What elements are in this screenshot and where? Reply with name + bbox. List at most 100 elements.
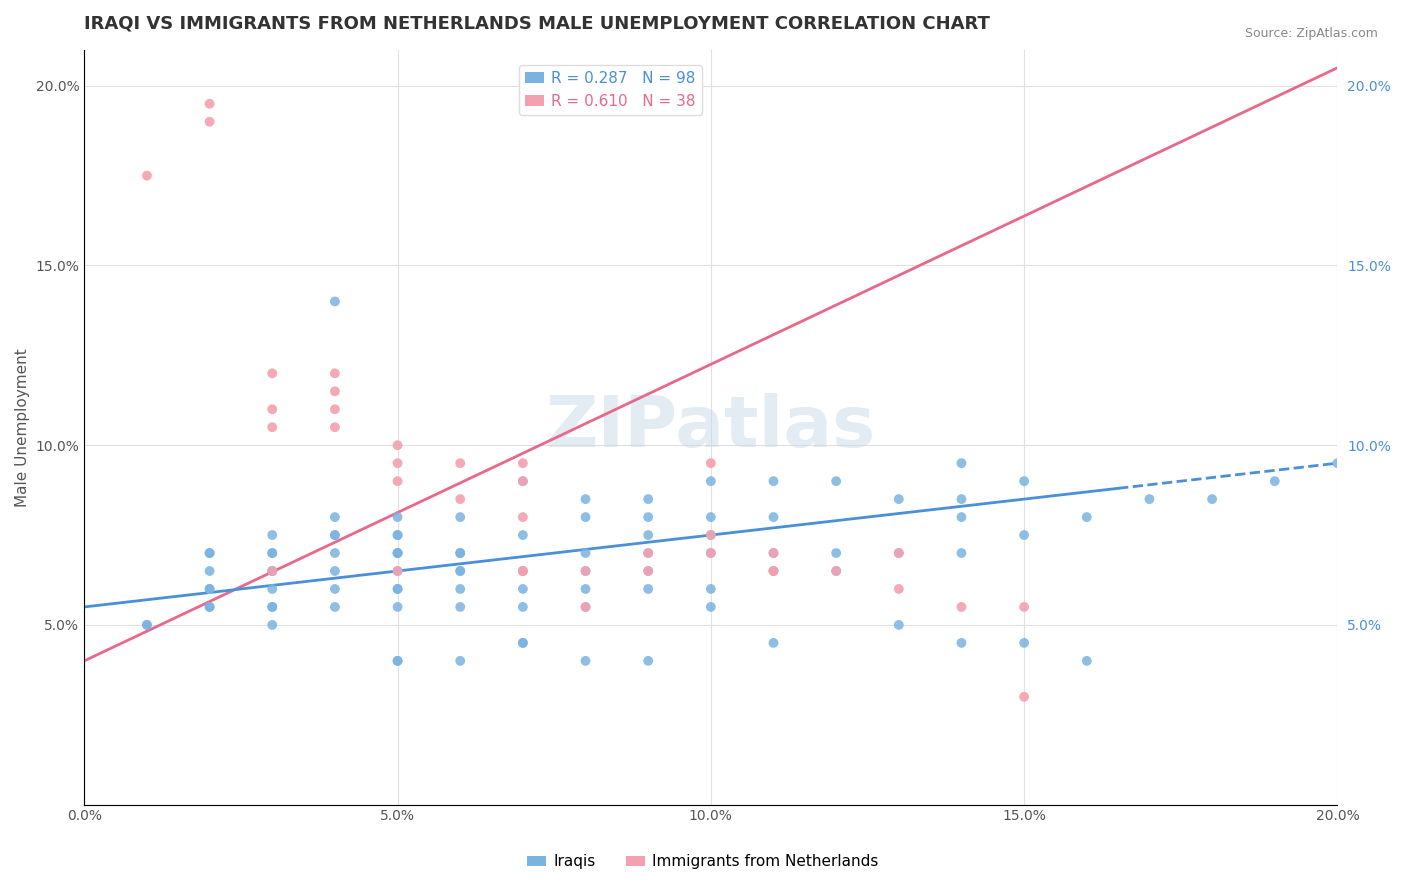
Point — [574, 599, 596, 614]
Point — [198, 599, 221, 614]
Point — [574, 492, 596, 507]
Legend: R = 0.287   N = 98, R = 0.610   N = 38: R = 0.287 N = 98, R = 0.610 N = 38 — [519, 65, 702, 115]
Point — [637, 492, 659, 507]
Point — [262, 528, 284, 542]
Point — [323, 510, 346, 524]
Point — [387, 564, 409, 578]
Point — [637, 654, 659, 668]
Point — [449, 564, 471, 578]
Point — [762, 546, 785, 560]
Point — [136, 169, 159, 183]
Point — [449, 546, 471, 560]
Point — [387, 438, 409, 452]
Point — [1076, 654, 1098, 668]
Point — [512, 564, 534, 578]
Point — [637, 564, 659, 578]
Point — [1139, 492, 1161, 507]
Point — [762, 564, 785, 578]
Point — [1012, 528, 1035, 542]
Point — [449, 510, 471, 524]
Point — [762, 564, 785, 578]
Point — [387, 582, 409, 596]
Point — [950, 510, 973, 524]
Point — [512, 564, 534, 578]
Point — [323, 294, 346, 309]
Point — [1012, 599, 1035, 614]
Point — [323, 582, 346, 596]
Point — [637, 582, 659, 596]
Point — [387, 456, 409, 470]
Point — [262, 582, 284, 596]
Point — [825, 564, 848, 578]
Point — [887, 546, 910, 560]
Point — [449, 654, 471, 668]
Point — [198, 582, 221, 596]
Point — [512, 564, 534, 578]
Point — [700, 510, 723, 524]
Point — [950, 636, 973, 650]
Point — [574, 654, 596, 668]
Point — [512, 510, 534, 524]
Point — [887, 492, 910, 507]
Point — [387, 564, 409, 578]
Point — [950, 546, 973, 560]
Point — [762, 474, 785, 488]
Point — [700, 599, 723, 614]
Point — [387, 582, 409, 596]
Point — [387, 654, 409, 668]
Point — [825, 474, 848, 488]
Point — [950, 599, 973, 614]
Point — [198, 564, 221, 578]
Text: IRAQI VS IMMIGRANTS FROM NETHERLANDS MALE UNEMPLOYMENT CORRELATION CHART: IRAQI VS IMMIGRANTS FROM NETHERLANDS MAL… — [84, 15, 990, 33]
Point — [512, 528, 534, 542]
Point — [323, 564, 346, 578]
Point — [825, 564, 848, 578]
Point — [323, 528, 346, 542]
Point — [262, 564, 284, 578]
Point — [1326, 456, 1348, 470]
Point — [323, 367, 346, 381]
Point — [700, 528, 723, 542]
Point — [262, 599, 284, 614]
Point — [574, 599, 596, 614]
Point — [1012, 474, 1035, 488]
Point — [262, 546, 284, 560]
Point — [198, 582, 221, 596]
Point — [887, 582, 910, 596]
Point — [512, 636, 534, 650]
Point — [1201, 492, 1223, 507]
Point — [637, 546, 659, 560]
Point — [198, 599, 221, 614]
Point — [512, 474, 534, 488]
Point — [700, 582, 723, 596]
Legend: Iraqis, Immigrants from Netherlands: Iraqis, Immigrants from Netherlands — [522, 848, 884, 875]
Point — [323, 384, 346, 399]
Point — [262, 599, 284, 614]
Text: Source: ZipAtlas.com: Source: ZipAtlas.com — [1244, 27, 1378, 40]
Point — [198, 96, 221, 111]
Point — [387, 528, 409, 542]
Point — [387, 546, 409, 560]
Point — [262, 402, 284, 417]
Point — [887, 546, 910, 560]
Point — [574, 582, 596, 596]
Text: ZIPatlas: ZIPatlas — [546, 392, 876, 462]
Point — [762, 546, 785, 560]
Point — [512, 636, 534, 650]
Point — [262, 618, 284, 632]
Point — [387, 546, 409, 560]
Point — [136, 618, 159, 632]
Point — [262, 564, 284, 578]
Point — [512, 582, 534, 596]
Point — [449, 582, 471, 596]
Point — [449, 546, 471, 560]
Point — [262, 546, 284, 560]
Point — [262, 564, 284, 578]
Point — [574, 564, 596, 578]
Point — [700, 456, 723, 470]
Point — [950, 492, 973, 507]
Point — [637, 510, 659, 524]
Point — [700, 546, 723, 560]
Point — [574, 546, 596, 560]
Point — [198, 546, 221, 560]
